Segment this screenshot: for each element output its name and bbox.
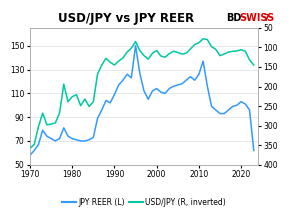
- Title: USD/JPY vs JPY REER: USD/JPY vs JPY REER: [58, 12, 194, 25]
- Text: BD: BD: [226, 13, 242, 23]
- Text: SWISS: SWISS: [239, 13, 274, 23]
- Text: 7: 7: [263, 14, 269, 23]
- Legend: JPY REER (L), USD/JPY (R, inverted): JPY REER (L), USD/JPY (R, inverted): [59, 195, 229, 210]
